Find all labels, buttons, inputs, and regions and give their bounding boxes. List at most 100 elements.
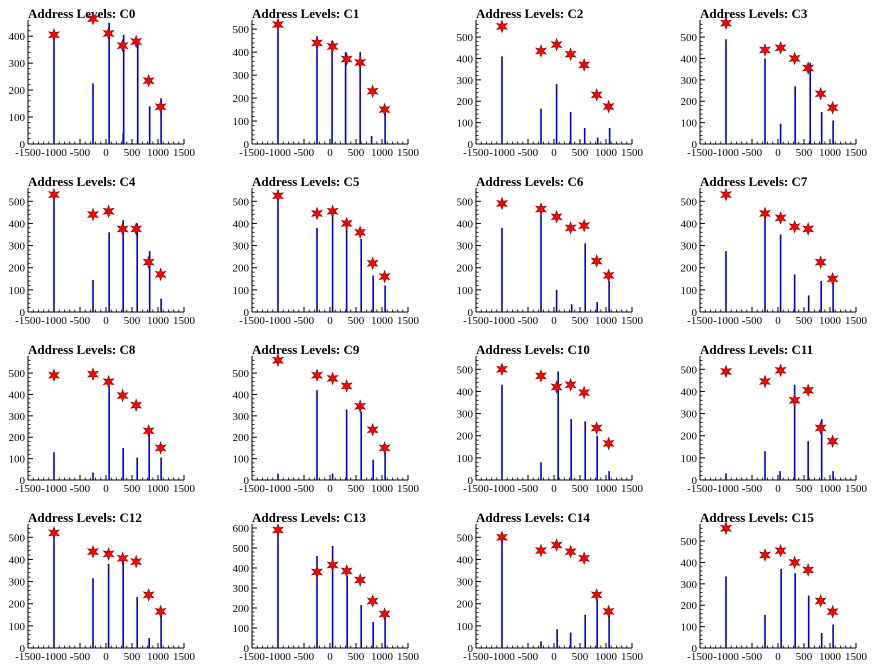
x-tick-label: 1500 [845, 651, 868, 663]
x-tick-label: 500 [572, 651, 589, 663]
peak-marker [311, 36, 323, 50]
y-tick-label: 0 [20, 643, 26, 655]
peak-marker [130, 222, 143, 236]
peak-marker [130, 554, 143, 569]
x-tick-label: -1500 [15, 651, 41, 663]
peak-marker [814, 255, 827, 270]
peak-marker [578, 551, 591, 566]
x-tick-label: -1500 [15, 147, 41, 159]
y-tick-label: 500 [681, 32, 698, 44]
peak-marker [774, 363, 787, 378]
chart-title: Address Levels: C4 [28, 174, 136, 189]
x-tick-label: 1500 [845, 483, 868, 495]
peak-marker [496, 530, 508, 545]
x-tick-label: -500 [294, 483, 315, 495]
peak-marker [142, 73, 155, 88]
y-tick-label: 500 [681, 364, 698, 376]
chart-title: Address Levels: C3 [700, 6, 808, 21]
y-tick-label: 500 [457, 32, 474, 44]
peak-marker [48, 27, 60, 42]
x-tick-label: 500 [348, 483, 365, 495]
x-tick-label: -1500 [239, 147, 265, 159]
x-tick-label: -1000 [713, 315, 739, 327]
x-tick-label: -1500 [687, 147, 713, 159]
peak-marker [130, 398, 143, 413]
y-tick-label: 400 [457, 554, 474, 566]
y-tick-label: 400 [233, 218, 250, 230]
peak-marker [550, 380, 563, 394]
x-tick-label: 1000 [819, 147, 842, 159]
y-tick-label: 400 [681, 557, 698, 569]
peak-marker [340, 564, 353, 578]
peak-marker [366, 256, 379, 271]
peak-marker [788, 219, 801, 234]
x-tick-label: 1500 [621, 315, 644, 327]
peak-marker [142, 423, 155, 438]
chart-title: Address Levels: C2 [476, 6, 583, 21]
peak-marker [116, 222, 129, 236]
peak-marker [102, 204, 115, 219]
x-tick-label: 1500 [173, 651, 196, 663]
chart-panel: Address Levels: C91002003004005000-1500-… [233, 342, 420, 495]
x-tick-label: 1000 [819, 315, 842, 327]
x-tick-label: 500 [348, 147, 365, 159]
peak-marker [535, 202, 547, 216]
x-tick-label: 0 [551, 651, 557, 663]
x-tick-label: 500 [796, 651, 813, 663]
peak-marker [87, 207, 99, 222]
x-tick-label: 1500 [173, 483, 196, 495]
x-tick-label: 0 [327, 483, 333, 495]
peak-marker [496, 196, 508, 211]
x-tick-label: -1500 [15, 315, 41, 327]
peak-marker [87, 367, 99, 382]
x-tick-label: -1000 [41, 483, 67, 495]
x-tick-label: -1000 [489, 315, 515, 327]
y-tick-label: 500 [681, 536, 698, 548]
y-tick-label: 100 [681, 285, 698, 297]
y-tick-label: 400 [233, 563, 250, 575]
y-tick-label: 300 [681, 241, 698, 253]
x-tick-label: 1500 [173, 147, 196, 159]
peak-marker [564, 544, 577, 559]
peak-marker [826, 434, 839, 449]
peak-marker [378, 102, 391, 117]
x-tick-label: -1000 [489, 483, 515, 495]
y-tick-label: 100 [457, 621, 474, 633]
x-tick-label: 1000 [595, 147, 618, 159]
peak-marker [814, 594, 827, 608]
peak-marker [814, 86, 827, 101]
x-tick-label: -1500 [239, 651, 265, 663]
y-tick-label: 500 [457, 196, 474, 208]
peak-marker [564, 47, 577, 62]
peak-marker [116, 551, 129, 566]
y-tick-label: 100 [233, 116, 250, 128]
peak-marker [326, 558, 339, 572]
x-tick-label: 0 [775, 315, 781, 327]
x-tick-label: -500 [742, 483, 763, 495]
peak-marker [354, 399, 367, 414]
x-tick-label: -1000 [713, 147, 739, 159]
y-tick-label: 400 [233, 389, 250, 401]
peak-marker [378, 269, 391, 284]
y-tick-label: 200 [457, 263, 474, 275]
y-tick-label: 200 [9, 599, 26, 611]
peak-marker [590, 421, 603, 435]
peak-marker [272, 523, 284, 537]
x-tick-label: -500 [518, 651, 539, 663]
peak-marker [340, 379, 353, 393]
y-tick-label: 300 [457, 241, 474, 253]
x-tick-label: 0 [103, 147, 109, 159]
x-tick-label: 500 [348, 315, 365, 327]
x-tick-label: 1500 [621, 483, 644, 495]
y-tick-label: 200 [457, 96, 474, 108]
y-tick-label: 400 [9, 389, 26, 401]
peak-marker [366, 422, 379, 437]
peak-marker [142, 255, 155, 270]
x-tick-label: 1000 [147, 651, 170, 663]
y-tick-label: 0 [20, 475, 26, 487]
peak-marker [326, 39, 339, 54]
y-tick-label: 0 [468, 475, 474, 487]
y-tick-label: 200 [457, 431, 474, 443]
peak-marker [340, 52, 353, 66]
peak-marker [759, 43, 771, 57]
